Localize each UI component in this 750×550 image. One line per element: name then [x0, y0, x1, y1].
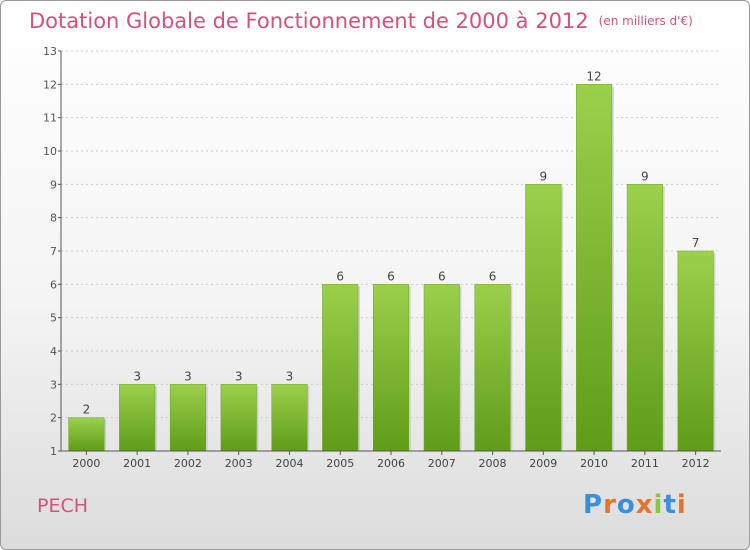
bar — [626, 184, 663, 452]
x-tick-label: 2000 — [72, 457, 100, 470]
bar-value-label: 7 — [692, 236, 700, 250]
bar-value-label: 6 — [489, 269, 497, 283]
bar-value-label: 2 — [83, 403, 91, 417]
y-tick-label: 6 — [50, 278, 57, 291]
y-tick-label: 11 — [43, 112, 57, 125]
bar-value-label: 6 — [438, 269, 446, 283]
bar — [322, 284, 359, 452]
x-tick-label: 2004 — [275, 457, 303, 470]
bars: 2 3 3 3 3 6 6 6 6 9 12 9 7 — [68, 69, 716, 452]
y-tick-label: 3 — [50, 378, 57, 391]
chart-title: Dotation Globale de Fonctionnement de 20… — [29, 9, 693, 33]
bar — [271, 384, 308, 452]
bar — [576, 84, 613, 452]
logo-letter: r — [603, 490, 617, 520]
x-tick-label: 2012 — [682, 457, 710, 470]
bar-value-label: 6 — [336, 269, 344, 283]
x-tick-label: 2007 — [428, 457, 456, 470]
y-tick-label: 13 — [43, 45, 57, 58]
x-tick-label: 2011 — [631, 457, 659, 470]
y-tick-label: 2 — [50, 412, 57, 425]
x-tick-label: 2002 — [174, 457, 202, 470]
x-tick-label: 2005 — [326, 457, 354, 470]
y-tick-label: 12 — [43, 78, 57, 91]
logo-letter: t — [663, 490, 677, 520]
bar — [677, 250, 714, 452]
x-tick-label: 2006 — [377, 457, 405, 470]
x-tick-label: 2010 — [580, 457, 608, 470]
logo-letter: o — [616, 490, 636, 520]
proxiti-logo: Proxiti — [583, 490, 687, 520]
bar-value-label: 6 — [387, 269, 395, 283]
x-tick-label: 2001 — [123, 457, 151, 470]
bar — [474, 284, 511, 452]
bar — [220, 384, 257, 452]
bar — [68, 417, 105, 452]
logo-letter: P — [583, 490, 604, 520]
bar — [423, 284, 460, 452]
x-tick-label: 2003 — [225, 457, 253, 470]
y-tick-label: 8 — [50, 212, 57, 225]
logo-letter: x — [635, 490, 654, 520]
x-tick-label: 2008 — [479, 457, 507, 470]
y-tick-label: 4 — [50, 345, 57, 358]
y-tick-label: 10 — [43, 145, 57, 158]
chart-subtitle: (en milliers d'€) — [598, 14, 693, 28]
commune-name: PECH — [37, 495, 89, 517]
bar-value-label: 3 — [235, 369, 243, 383]
bar-value-label: 3 — [184, 369, 192, 383]
bar — [119, 384, 156, 452]
logo-letter: i — [653, 490, 664, 520]
y-tick-label: 5 — [50, 312, 57, 325]
y-tick-label: 7 — [50, 245, 57, 258]
x-tick-label: 2009 — [529, 457, 557, 470]
bar — [525, 184, 562, 452]
bar-value-label: 12 — [586, 69, 601, 83]
y-tick-label: 9 — [50, 178, 57, 191]
title-text: Dotation Globale de Fonctionnement de 20… — [29, 9, 589, 33]
bar — [169, 384, 206, 452]
bar-value-label: 9 — [641, 169, 649, 183]
bar — [372, 284, 410, 452]
logo-letter: i — [676, 490, 687, 520]
bar-value-label: 3 — [286, 369, 294, 383]
bar-value-label: 9 — [539, 169, 547, 183]
bar-value-label: 3 — [133, 369, 141, 383]
y-tick-label: 1 — [50, 445, 57, 458]
